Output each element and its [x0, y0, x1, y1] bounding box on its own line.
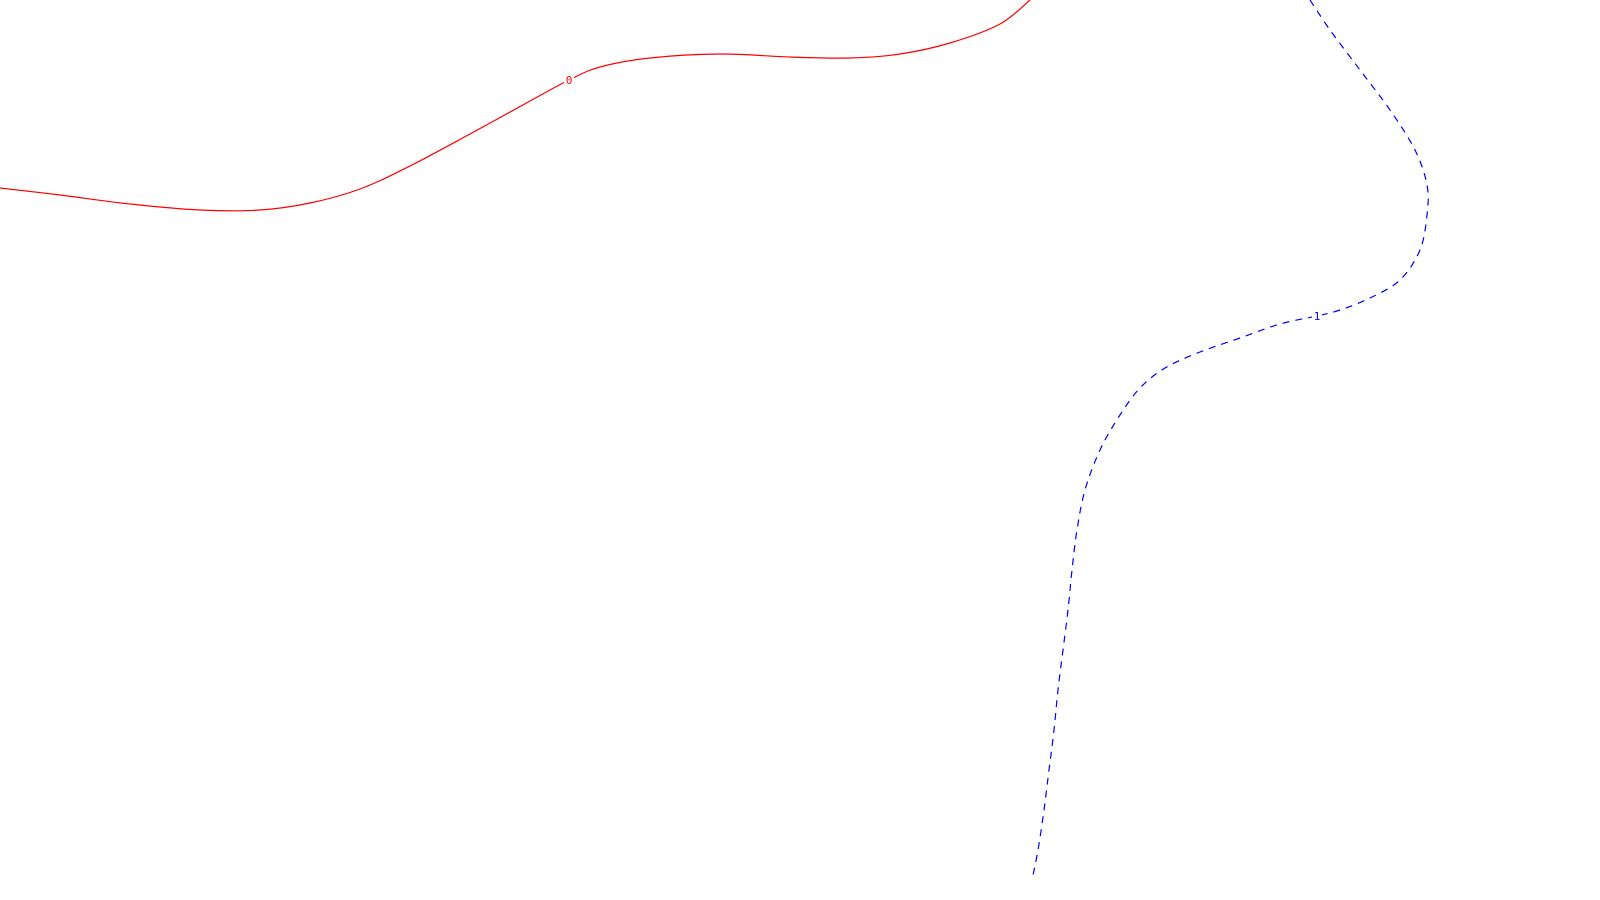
contour-label-level-0: 0 — [566, 74, 573, 87]
contour-label-background — [564, 73, 574, 86]
contour-label-level-1: 1 — [1314, 310, 1321, 323]
contour-labels: 01 — [564, 73, 1322, 323]
contour-line-level-0 — [0, 0, 1031, 212]
contour-label-background — [1312, 309, 1322, 322]
contour-lines — [0, 0, 1429, 881]
contour-line-level-1 — [1031, 0, 1429, 881]
